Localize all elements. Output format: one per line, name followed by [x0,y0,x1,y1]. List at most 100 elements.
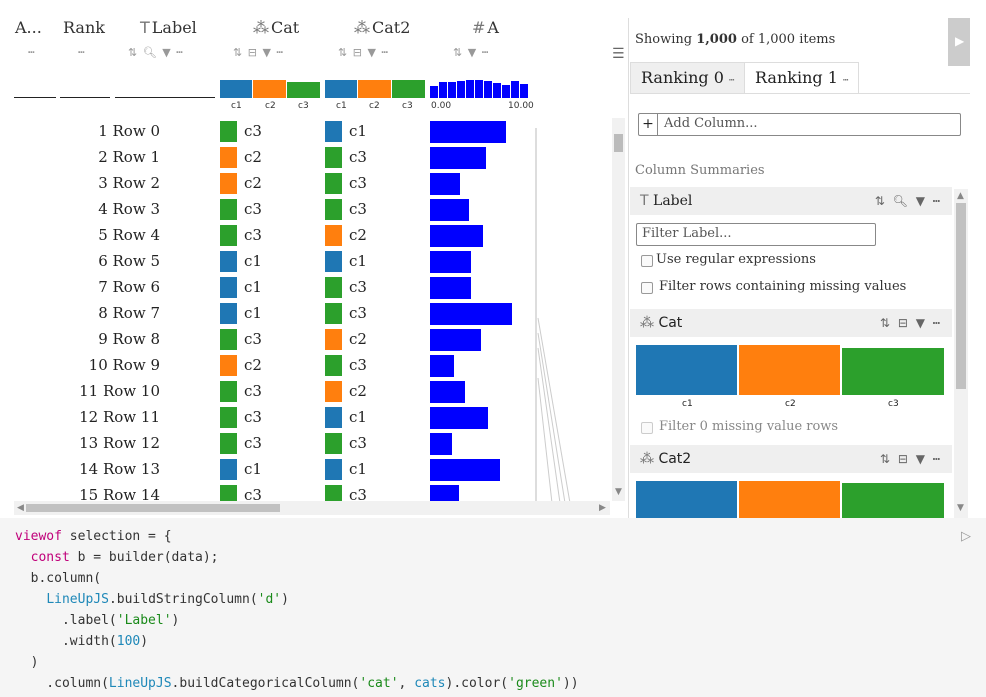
regex-label: Use regular expressions [656,252,816,267]
scroll-down-icon[interactable]: ▼ [615,487,622,497]
scroll-down-icon[interactable]: ▼ [957,503,964,513]
table-row[interactable]: 9 Row 8 c3 c2 [0,327,628,353]
more-icon[interactable]: ┅ [28,46,36,59]
cat2-value: c3 [349,148,367,166]
filter-icon[interactable]: ▼ [162,46,172,59]
group-icon[interactable]: ⊟ [352,46,363,59]
table-row[interactable]: 3 Row 2 c2 c3 [0,171,628,197]
cat-bar-c1[interactable] [636,345,737,395]
filter-missing-checkbox[interactable] [641,282,653,294]
sort-icon[interactable]: ⇅ [233,46,244,59]
table-row[interactable]: 14 Row 13 c1 c1 [0,457,628,483]
table-row[interactable]: 1 Row 0 c3 c1 [0,119,628,145]
filter-label-input[interactable]: Filter Label... [636,223,876,246]
more-icon[interactable]: ┅ [78,46,86,59]
cat2-bar-c2[interactable] [739,481,840,518]
more-icon[interactable]: ┅ [381,46,390,59]
label-summary-header[interactable]: T Label ⇅ 🔍︎ ▼ ┅ [630,187,952,215]
more-icon[interactable]: ┅ [932,452,942,466]
run-cell-icon[interactable]: ▷ [961,529,971,544]
tab-ranking-0[interactable]: Ranking 0 ┅ [630,62,746,93]
cat-value: c3 [244,330,262,348]
table-row[interactable]: 10 Row 9 c2 c3 [0,353,628,379]
table-row[interactable]: 8 Row 7 c1 c3 [0,301,628,327]
header-a[interactable]: # A [472,18,499,37]
sort-icon[interactable]: ⇅ [338,46,349,59]
table-row[interactable]: 13 Row 12 c3 c3 [0,431,628,457]
table-row[interactable]: 12 Row 11 c3 c1 [0,405,628,431]
cat-color-swatch [220,433,237,454]
table-row[interactable]: 2 Row 1 c2 c3 [0,145,628,171]
cat-value: c2 [244,356,262,374]
filter-icon[interactable]: ▼ [915,194,927,208]
sort-icon[interactable]: ⇅ [128,46,139,59]
filter-icon[interactable]: ▼ [367,46,377,59]
cat-histogram[interactable] [220,80,320,98]
cat2-bar-c1[interactable] [636,481,737,518]
scrollbar-thumb[interactable] [614,134,623,152]
scroll-left-icon[interactable]: ◀ [17,503,24,513]
filter-icon[interactable]: ▼ [262,46,272,59]
cat2-summary-header[interactable]: ⁂ Cat2 ⇅ ⊟ ▼ ┅ [630,445,952,473]
table-row[interactable]: 11 Row 10 c3 c2 [0,379,628,405]
search-icon[interactable]: 🔍︎ [892,194,910,208]
more-icon[interactable]: ┅ [932,194,942,208]
header-cat2[interactable]: ⁂ Cat2 [354,18,410,37]
more-icon[interactable]: ┅ [481,46,490,59]
scrollbar-thumb[interactable] [956,203,966,389]
vertical-scrollbar[interactable]: ▼ [612,118,625,501]
sort-icon[interactable]: ⇅ [874,194,887,208]
scrollbar-thumb[interactable] [26,504,280,512]
cat-summary-header[interactable]: ⁂ Cat ⇅ ⊟ ▼ ┅ [630,309,952,337]
column-list-icon[interactable]: ☰ [612,46,625,62]
cat2-histogram[interactable] [325,80,425,98]
cat-color-swatch [220,381,237,402]
row-rank-label: 2 Row 1 [98,148,160,166]
more-icon[interactable]: ┅ [176,46,184,59]
filter-icon[interactable]: ▼ [915,316,927,330]
scroll-right-icon[interactable]: ▶ [599,503,606,513]
filter-icon[interactable]: ▼ [915,452,927,466]
a-value-bar [430,355,454,377]
group-icon[interactable]: ⊟ [897,452,910,466]
group-icon[interactable]: ⊟ [247,46,258,59]
filter-missing-label: Filter rows containing missing values [659,279,907,294]
cat2-bar-c3[interactable] [842,483,944,518]
table-row[interactable]: 6 Row 5 c1 c1 [0,249,628,275]
tab-ranking-1[interactable]: Ranking 1 ┅ [744,62,860,93]
a-value-bar [430,199,469,221]
filter-icon[interactable]: ▼ [467,46,478,59]
cat-bar-c2[interactable] [739,345,840,395]
search-icon[interactable]: 🔍︎ [142,46,158,59]
collapse-panel-button[interactable]: ▶ [948,18,970,66]
scroll-up-icon[interactable]: ▲ [957,191,964,201]
group-icon[interactable]: ⊟ [897,316,910,330]
a-histogram[interactable] [430,78,530,98]
header-cat[interactable]: ⁂ Cat [253,18,299,37]
header-label[interactable]: T Label [140,18,197,37]
header-aggregate[interactable]: A... [15,18,42,37]
cat-value: c3 [244,382,262,400]
table-row[interactable]: 5 Row 4 c3 c2 [0,223,628,249]
sort-icon[interactable]: ⇅ [879,452,892,466]
rank-summary [60,97,110,98]
horizontal-scrollbar[interactable]: ◀ ▶ [14,501,610,515]
more-icon[interactable]: ┅ [276,46,285,59]
header-rank[interactable]: Rank [63,18,105,37]
more-icon[interactable]: ┅ [842,76,849,86]
add-column-input[interactable]: + Add Column... [638,113,961,136]
table-row[interactable]: 4 Row 3 c3 c3 [0,197,628,223]
cat-bar-c3[interactable] [842,348,944,395]
more-icon[interactable]: ┅ [728,76,735,86]
cat2-value: c3 [349,356,367,374]
cat-filter-missing-checkbox[interactable] [641,422,653,434]
plus-icon[interactable]: + [639,114,658,135]
code-cell[interactable]: viewof selection = { const b = builder(d… [0,518,986,697]
more-icon[interactable]: ┅ [932,316,942,330]
showing-number: 1,000 [696,32,737,47]
sort-icon[interactable]: ⇅ [453,46,464,59]
regex-checkbox[interactable] [641,255,653,267]
panel-scrollbar[interactable]: ▲ ▼ [954,189,968,518]
table-row[interactable]: 7 Row 6 c1 c3 [0,275,628,301]
sort-icon[interactable]: ⇅ [879,316,892,330]
